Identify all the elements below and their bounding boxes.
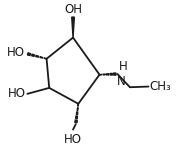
Polygon shape (103, 74, 105, 75)
Polygon shape (76, 112, 78, 115)
Polygon shape (40, 57, 43, 58)
Text: N: N (117, 75, 126, 88)
Text: CH₃: CH₃ (150, 80, 172, 93)
Polygon shape (75, 120, 77, 123)
Polygon shape (107, 74, 109, 75)
Polygon shape (44, 58, 47, 59)
Polygon shape (72, 17, 74, 38)
Text: HO: HO (64, 133, 82, 146)
Text: H: H (119, 60, 127, 73)
Polygon shape (100, 74, 102, 75)
Text: HO: HO (8, 87, 26, 100)
Polygon shape (36, 55, 38, 57)
Polygon shape (110, 73, 112, 75)
Text: HO: HO (7, 46, 25, 59)
Text: OH: OH (64, 3, 82, 16)
Polygon shape (32, 54, 35, 56)
Polygon shape (114, 73, 116, 75)
Polygon shape (27, 53, 30, 56)
Polygon shape (76, 116, 77, 119)
Polygon shape (77, 108, 78, 110)
